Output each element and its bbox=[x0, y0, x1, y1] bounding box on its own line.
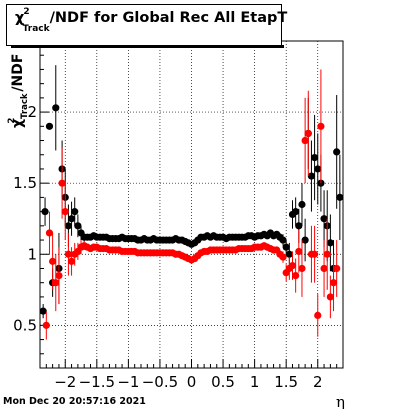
data-point bbox=[307, 172, 316, 180]
data-point bbox=[58, 179, 66, 187]
x-tick-label: 0 bbox=[187, 373, 197, 391]
title-sub: Track bbox=[22, 23, 50, 34]
data-series bbox=[39, 65, 344, 319]
y-axis-label-chi: χ bbox=[10, 119, 26, 128]
data-point bbox=[49, 257, 57, 265]
data-point bbox=[310, 153, 319, 162]
x-tick-label: −1.5 bbox=[79, 373, 115, 391]
title-box: χ2 Track/NDF for Global Rec All EtapT bbox=[6, 4, 287, 48]
data-point bbox=[285, 250, 293, 258]
x-tick-label: −1 bbox=[117, 373, 139, 391]
title-rest: /NDF for Global Rec All EtapT bbox=[49, 9, 288, 26]
data-point bbox=[301, 136, 309, 145]
data-point bbox=[292, 208, 300, 216]
data-point bbox=[52, 104, 60, 112]
data-point bbox=[298, 200, 306, 209]
data-point bbox=[64, 250, 73, 258]
data-point bbox=[71, 208, 79, 216]
data-point bbox=[326, 293, 334, 301]
timestamp: Mon Dec 20 20:57:16 2021 bbox=[3, 396, 146, 407]
chart-title: χ2 Track/NDF for Global Rec All EtapT bbox=[15, 7, 288, 34]
title-chi: χ bbox=[15, 9, 25, 26]
title-sup: 2 bbox=[23, 7, 30, 17]
y-tick-label: 1 bbox=[27, 245, 37, 263]
data-point bbox=[67, 215, 76, 223]
y-tick-label: 2 bbox=[27, 103, 37, 121]
x-tick-label: 1 bbox=[250, 373, 260, 391]
data-point bbox=[320, 264, 328, 273]
data-point bbox=[64, 222, 73, 230]
data-point bbox=[323, 250, 331, 258]
data-point bbox=[310, 250, 319, 258]
y-axis-label-sub: Track bbox=[20, 93, 30, 119]
svg-text:χTrack2/NDF: χTrack2/NDF bbox=[7, 54, 30, 128]
data-point bbox=[333, 148, 341, 156]
x-tick-label: 1.5 bbox=[274, 373, 298, 391]
data-point bbox=[74, 222, 82, 230]
x-tick-label: −2 bbox=[54, 373, 76, 391]
data-point bbox=[295, 222, 303, 230]
data-point bbox=[298, 264, 306, 273]
data-point bbox=[292, 271, 300, 280]
data-point bbox=[329, 279, 338, 287]
data-point bbox=[301, 236, 309, 244]
data-point bbox=[61, 208, 69, 216]
data-point bbox=[279, 253, 287, 261]
tick-labels: −2 −1.5 −1 −0.5 0 0.5 1 1.5 2 0.5 1 1.5 2 bbox=[13, 103, 322, 391]
data-point bbox=[39, 307, 47, 315]
data-point bbox=[67, 257, 76, 265]
data-point bbox=[279, 236, 287, 244]
data-point bbox=[55, 271, 63, 280]
data-points bbox=[39, 65, 344, 340]
x-tick-label: −0.5 bbox=[142, 373, 178, 391]
data-point bbox=[45, 229, 54, 237]
data-point bbox=[320, 215, 328, 223]
data-point bbox=[314, 165, 322, 173]
y-axis-label-rest: /NDF bbox=[10, 54, 26, 92]
x-tick-label: 0.5 bbox=[211, 373, 235, 391]
x-axis-label: η bbox=[336, 393, 345, 409]
data-point bbox=[317, 122, 325, 130]
data-point bbox=[295, 247, 303, 256]
data-point bbox=[333, 264, 341, 273]
y-tick-label: 0.5 bbox=[13, 316, 37, 334]
y-axis-label-sup: 2 bbox=[7, 117, 17, 123]
data-point bbox=[288, 262, 297, 270]
data-point bbox=[304, 129, 312, 138]
data-point bbox=[52, 279, 60, 287]
data-point bbox=[41, 208, 49, 216]
axis-ticks bbox=[39, 40, 344, 369]
data-point bbox=[314, 311, 322, 319]
y-tick-label: 1.5 bbox=[13, 174, 37, 192]
data-point bbox=[45, 122, 54, 130]
data-point bbox=[326, 239, 334, 247]
data-point bbox=[42, 321, 50, 329]
data-point bbox=[336, 193, 344, 201]
data-point bbox=[282, 243, 290, 251]
y-axis-label: χTrack2/NDF bbox=[7, 54, 30, 128]
data-series bbox=[42, 69, 341, 340]
x-tick-label: 2 bbox=[313, 373, 323, 391]
